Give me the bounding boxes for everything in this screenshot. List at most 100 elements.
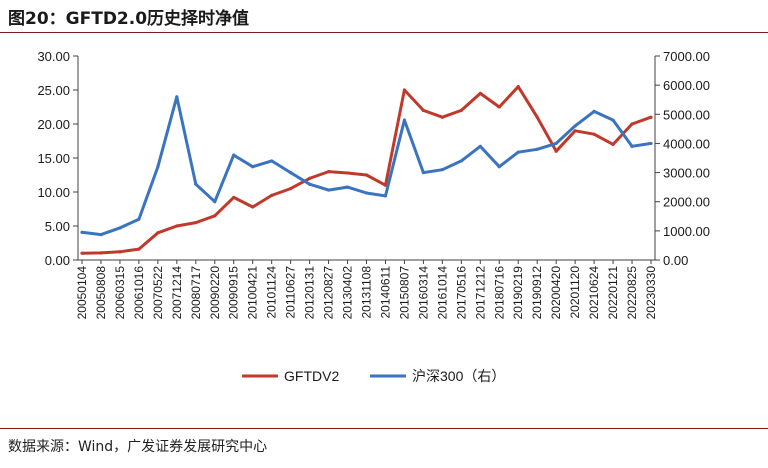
chart-title: 图20：GFTD2.0历史择时净值 — [8, 9, 250, 29]
series-2-point — [421, 170, 425, 175]
x-tick-label: 20120131 — [303, 266, 317, 320]
x-tick-label: 20200420 — [549, 266, 563, 320]
x-tick-label: 20130402 — [341, 266, 355, 320]
source-note: 数据来源：Wind，广发证券发展研究中心 — [8, 439, 268, 455]
y-right-tick-label: 7000.00 — [663, 49, 710, 64]
y-left-tick-label: 25.00 — [37, 83, 70, 98]
series-2-point — [308, 182, 312, 186]
series-1-point — [421, 108, 425, 112]
series-2-point — [232, 153, 236, 157]
x-tick-label: 20101124 — [265, 266, 279, 319]
y-right-tick-label: 5000.00 — [663, 107, 710, 122]
series-1-point — [516, 85, 520, 89]
series-2-point — [649, 141, 653, 146]
x-tick-label: 20140611 — [378, 266, 392, 319]
x-tick-label: 20210624 — [587, 266, 601, 320]
series-1-point — [251, 205, 255, 209]
series-1-point — [478, 91, 482, 95]
x-tick-label: 20201120 — [568, 266, 582, 319]
y-right-tick-label: 3000.00 — [663, 166, 710, 181]
series-1-point — [364, 173, 369, 177]
series-2-point — [535, 147, 539, 151]
series-1-point — [535, 115, 539, 119]
x-tick-label: 20190219 — [511, 266, 525, 320]
series-1-point — [232, 195, 236, 200]
x-tick-label: 20160314 — [416, 266, 430, 320]
x-tick-label: 20131108 — [360, 266, 374, 319]
x-tick-label: 20070522 — [151, 266, 165, 320]
x-tick-label: 20071214 — [170, 266, 184, 320]
x-tick-label: 20150807 — [397, 266, 411, 320]
series-2-point — [251, 165, 255, 169]
x-tick-label: 20100421 — [246, 266, 260, 320]
x-tick-label: 20080717 — [189, 266, 203, 320]
x-tick-label: 20161014 — [435, 266, 449, 320]
x-tick-label: 20220825 — [625, 266, 639, 320]
y-right-tick-label: 1000.00 — [663, 224, 710, 239]
series-2-point — [118, 226, 122, 230]
series-1-point — [383, 183, 388, 187]
series-2-point — [630, 144, 634, 148]
bottom-divider — [0, 428, 768, 429]
chart-area: 0.00 5.00 10.00 15.00 20.00 25.00 30.00 0.00 100… — [37, 49, 710, 384]
series-1-point — [175, 224, 179, 228]
series-1-point — [137, 247, 141, 251]
x-tick-label: 20050104 — [75, 266, 89, 320]
series-2-point — [156, 165, 160, 169]
series-2-point — [611, 118, 615, 122]
series-1-point — [630, 122, 634, 126]
series-2-point — [213, 200, 217, 204]
x-tick-label: 20170516 — [454, 266, 468, 320]
x-tick-label: 20171212 — [473, 266, 487, 320]
series-2-point — [99, 233, 103, 237]
series-1-point — [649, 115, 653, 119]
series-2-point — [364, 191, 369, 195]
series-2-point — [345, 185, 350, 189]
x-tick-label: 20230330 — [644, 266, 658, 320]
series-line-1 — [81, 85, 652, 255]
series-2-point — [326, 188, 331, 192]
series-2-point — [270, 159, 274, 163]
series-2-point — [592, 109, 596, 113]
series-2-point — [137, 217, 141, 221]
series-1-point — [156, 231, 160, 235]
series-2-point — [459, 159, 463, 163]
series-2-point — [573, 124, 577, 128]
x-tick-label: 20050808 — [94, 266, 108, 320]
series-1-point — [573, 129, 577, 133]
series-2-point — [402, 118, 407, 122]
y-left-tick-label: 10.00 — [37, 185, 70, 200]
series-2-point — [289, 170, 293, 175]
series-2-point — [440, 168, 444, 172]
series-1-point — [554, 149, 558, 153]
series-1-point — [459, 108, 463, 112]
series-1-point — [308, 176, 312, 180]
y-left-tick-label: 0.00 — [45, 253, 70, 268]
x-tick-label: 20190912 — [530, 266, 544, 320]
x-tick-label: 20090915 — [227, 266, 241, 320]
y-right-tick-label: 2000.00 — [663, 195, 710, 210]
series-1-point — [592, 132, 596, 136]
x-tick-label: 20110627 — [284, 266, 298, 319]
y-left-tick-label: 20.00 — [37, 117, 70, 132]
series-1-point — [194, 221, 198, 225]
series-1-point — [289, 187, 293, 191]
x-tick-label: 20061016 — [132, 266, 146, 320]
series-1-point — [345, 171, 350, 175]
series-1-point — [497, 105, 501, 109]
series-1-point — [326, 170, 331, 174]
series-2-point — [478, 144, 482, 148]
series-1-point — [611, 142, 615, 146]
series-2-point — [554, 141, 558, 146]
series-1-point — [118, 250, 122, 254]
series-1-point — [270, 193, 274, 197]
series-2-point — [383, 194, 388, 198]
series-1-point — [213, 214, 217, 218]
x-tick-label: 20090220 — [208, 266, 222, 320]
y-right-tick-label: 4000.00 — [663, 136, 710, 151]
series-1-point — [440, 115, 444, 119]
top-divider — [0, 32, 768, 33]
legend-label-2: 沪深300（右） — [412, 368, 505, 384]
series-2-point — [516, 150, 520, 154]
legend-label-1: GFTDV2 — [284, 368, 339, 384]
